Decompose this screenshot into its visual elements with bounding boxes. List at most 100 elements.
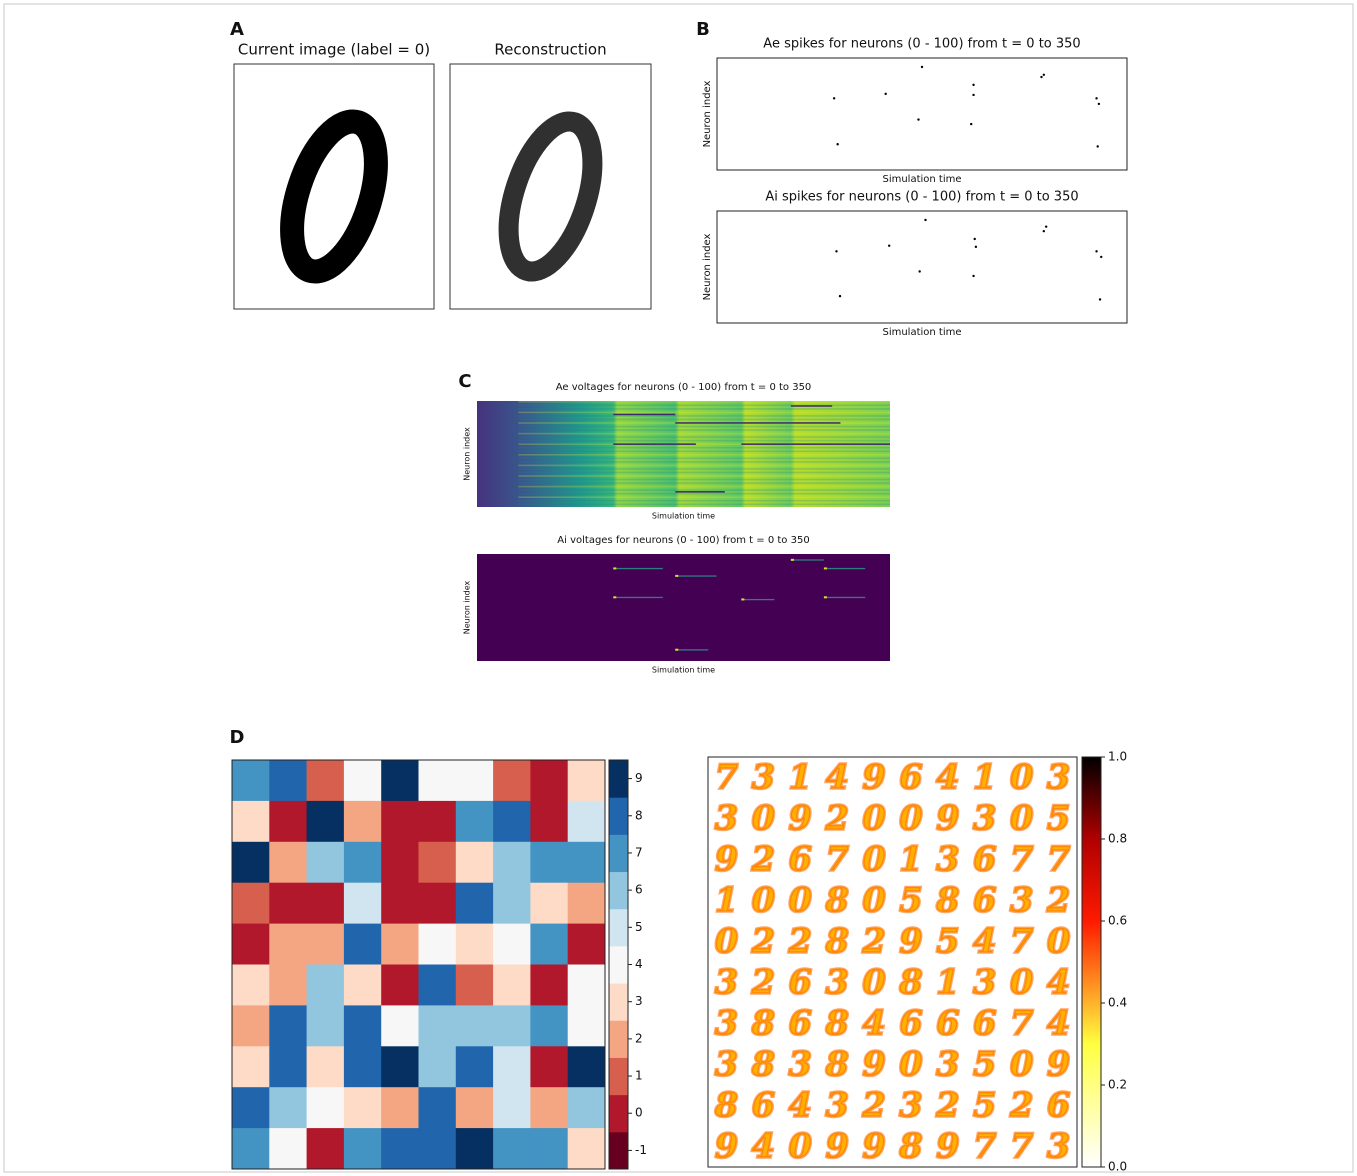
voltage-streak [791, 405, 832, 407]
voltage-spike [824, 596, 827, 598]
spike [888, 245, 890, 247]
voltage-streak [824, 597, 865, 598]
spike [1099, 298, 1101, 300]
digit-filter: 0 [1010, 963, 1034, 1003]
voltage-streak [741, 599, 774, 600]
heatmap-cell [419, 1087, 457, 1128]
heatmap-cell [232, 760, 270, 801]
digit-filter: 6 [973, 881, 997, 921]
heatmap-cell [344, 1005, 382, 1046]
digit-filter: 0 [899, 799, 923, 839]
digit-filter: 7 [1010, 1004, 1034, 1044]
digit-filter: 3 [973, 963, 997, 1003]
voltage-streak [741, 443, 791, 445]
heatmap-cell [568, 965, 606, 1006]
heatmap-cell [493, 883, 531, 924]
heatmap-cell [568, 801, 606, 842]
digit-filter: 9 [899, 922, 923, 962]
spike [1095, 97, 1097, 99]
colorbar-segment [609, 872, 628, 910]
heatmap-cell [493, 924, 531, 965]
voltage-spike [741, 598, 744, 600]
heatmap-cell [419, 883, 457, 924]
heatmap-cell [344, 760, 382, 801]
digit-filter: 8 [898, 963, 923, 1003]
voltage-row [518, 465, 890, 467]
heatmap-cell [381, 883, 419, 924]
digit-filter: 1 [715, 881, 739, 921]
heatmap-cell [344, 1087, 382, 1128]
digit-filter: 0 [899, 1045, 923, 1085]
heatmap-cell [530, 1005, 568, 1046]
heatmap-cell [232, 1087, 270, 1128]
digit-filter: 0 [862, 963, 886, 1003]
voltage-row [518, 401, 890, 403]
digit-filter: 3 [936, 840, 960, 880]
heatmap-cell [232, 1128, 270, 1169]
spike [972, 275, 974, 277]
voltage-row [518, 419, 890, 421]
digit-filter: 6 [973, 840, 997, 880]
voltage-row [518, 489, 890, 491]
spike [918, 270, 920, 272]
digit-filter: 3 [1010, 881, 1034, 921]
heatmap-cell [381, 842, 419, 883]
colorbar-segment [609, 834, 628, 872]
digit-filter: 4 [1047, 963, 1071, 1003]
heatmap-cell [456, 1005, 494, 1046]
heatmap-cell [344, 883, 382, 924]
heatmap-cell [307, 801, 345, 842]
digit-filter: 3 [825, 963, 849, 1003]
voltage-streak [675, 491, 725, 493]
voltage-row [518, 493, 890, 495]
heatmap-cell [307, 965, 345, 1006]
digit-filter: 7 [1010, 840, 1034, 880]
heatmap-cell [530, 1087, 568, 1128]
heatmap-cell [232, 1046, 270, 1087]
heatmap-cell [493, 1005, 531, 1046]
digit-filter: 3 [788, 1045, 812, 1085]
digit-filter: 2 [861, 1086, 886, 1126]
digit-filter: 0 [1010, 799, 1034, 839]
digit-filter: 7 [825, 840, 849, 880]
heatmap-cell [307, 1128, 345, 1169]
spike [1043, 74, 1045, 76]
digit-filter: 9 [862, 1127, 886, 1167]
heatmap-cell [344, 1046, 382, 1087]
digit-filter: 9 [862, 758, 886, 798]
heatmap-cell [269, 965, 307, 1006]
digit-filter: 7 [1010, 922, 1034, 962]
voltage-row [518, 482, 890, 484]
digit-filter: 0 [862, 881, 886, 921]
heatmap-cell [456, 924, 494, 965]
spike [970, 123, 972, 125]
voltage-spike [791, 559, 794, 561]
voltage-row [518, 450, 890, 452]
y-axis-label: Neuron index [702, 233, 713, 300]
voltage-spike [675, 649, 678, 651]
heatmap-cell [456, 1087, 494, 1128]
digit-filter: 6 [936, 1004, 960, 1044]
voltage-streak [613, 443, 696, 445]
voltage-row [518, 461, 890, 463]
digit-filter: 6 [788, 840, 812, 880]
colorbar-tick-label: 0.6 [1108, 914, 1127, 928]
spike [839, 295, 841, 297]
digit-filter: 9 [788, 799, 812, 839]
heatmap-cell [232, 883, 270, 924]
digit-filter: 9 [862, 1045, 886, 1085]
heatmap-cell [381, 1005, 419, 1046]
voltage-streak [675, 422, 840, 424]
digit-filter: 3 [715, 963, 739, 1003]
spike [1040, 76, 1042, 78]
chart-title: Current image (label = 0) [238, 41, 430, 59]
digit-filter: 2 [1009, 1086, 1034, 1126]
heatmap-cell [456, 801, 494, 842]
voltage-streak [791, 559, 824, 560]
digit-filter: 2 [751, 922, 776, 962]
digit-filter: 6 [973, 1004, 997, 1044]
voltage-row [518, 458, 890, 460]
voltage-row [518, 479, 890, 481]
colorbar-tick-label: 3 [635, 994, 643, 1008]
digit-filter: 6 [899, 758, 923, 798]
